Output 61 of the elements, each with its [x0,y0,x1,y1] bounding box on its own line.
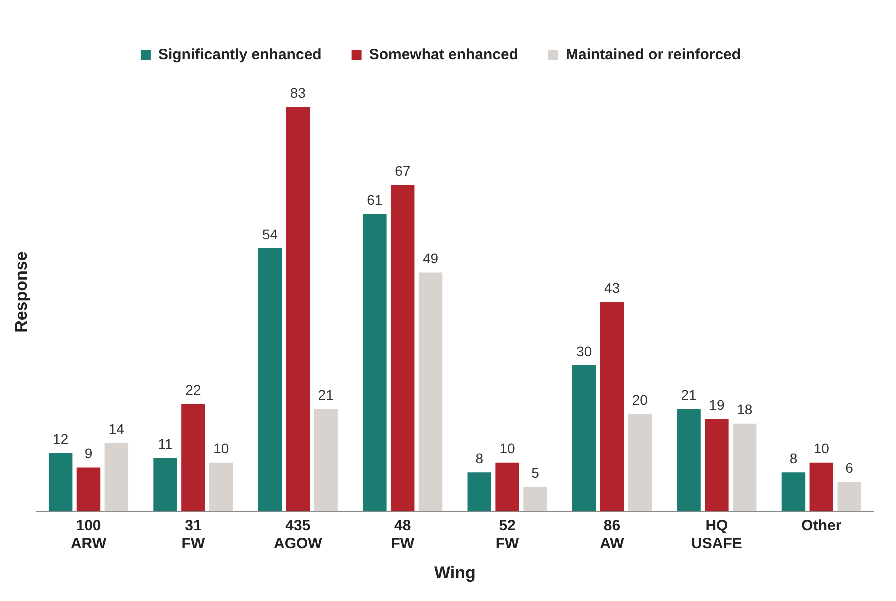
bar [76,468,101,512]
data-label: 18 [737,402,753,418]
bar [810,462,834,512]
bar [524,487,548,512]
data-label: 10 [814,440,830,457]
x-tick-label: HQ USAFE [692,518,742,553]
data-label: 54 [262,226,278,242]
data-label: 67 [395,162,411,179]
x-tick-label: 86 AW [600,518,626,553]
y-axis-title: Response [12,252,31,333]
bar [363,214,387,512]
x-tick-label: 52 FW [496,518,520,553]
data-label: 10 [214,440,230,457]
bar [628,414,652,512]
bar [154,458,178,512]
bar [838,482,862,512]
x-tick-label: 31 FW [182,518,206,553]
data-label: 8 [790,450,798,466]
bar [600,302,624,512]
legend-label: Significantly enhanced [158,46,322,64]
bar [677,409,701,512]
x-tick-label: 435 AGOW [274,518,324,553]
data-label: 5 [532,465,540,482]
bar [182,404,206,512]
bar [210,462,234,512]
bar [705,419,729,512]
data-label: 20 [632,392,648,408]
bar [48,453,73,512]
x-axis-title: Wing [434,563,476,582]
data-label: 8 [476,450,484,466]
data-label: 11 [158,436,174,452]
data-label: 22 [186,382,202,398]
data-label: 9 [84,446,93,462]
data-label: 19 [709,396,725,413]
data-label: 61 [367,192,383,208]
bar [418,272,443,512]
data-label: 21 [318,387,334,404]
bar [782,472,806,512]
data-label: 14 [108,421,125,438]
data-label: 49 [422,250,439,267]
bar [468,472,492,512]
bar [286,107,310,512]
legend-label: Maintained or reinforced [566,46,742,64]
bar [390,185,415,512]
bar [733,424,757,512]
legend-label: Somewhat enhanced [369,46,519,64]
x-tick-label: 100 ARW [70,518,108,553]
x-tick-label: Other [802,518,842,535]
data-label: 30 [576,343,592,360]
bar [572,365,596,512]
data-label: 83 [290,84,306,101]
data-label: 21 [681,387,698,404]
bar [104,443,129,512]
bar [496,462,520,512]
data-label: 6 [846,460,854,476]
x-tick-label: 48 FW [391,518,416,553]
bar [314,409,338,512]
data-label: 43 [604,280,620,296]
bar [258,248,282,512]
data-label: 12 [53,430,69,447]
data-label: 10 [500,440,516,457]
